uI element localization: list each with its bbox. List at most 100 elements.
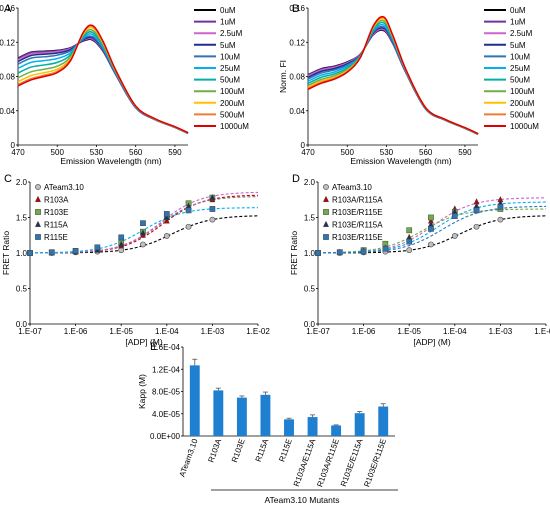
legend-label: R115A [44, 221, 69, 230]
x-tick-label: 1.E-05 [109, 327, 133, 336]
y-tick-label: 0.0E+00 [150, 432, 181, 441]
data-point [323, 234, 329, 240]
x-axis-label: Emission Wavelength (nm) [350, 156, 451, 166]
bar [331, 425, 342, 436]
data-point [497, 204, 504, 210]
data-point [323, 220, 329, 227]
data-point [473, 223, 480, 230]
series-line [307, 27, 479, 135]
data-point [163, 233, 170, 239]
y-tick-label: 1.5 [16, 214, 28, 223]
legend-label: 0uM [510, 6, 526, 15]
data-point [406, 227, 413, 234]
data-point [139, 229, 146, 236]
data-point [406, 247, 413, 254]
legend-label: 1000uM [510, 122, 539, 131]
x-tick-label: 530 [380, 148, 394, 157]
legend-label: 200uM [510, 99, 535, 108]
x-tick-label: 530 [90, 148, 104, 157]
x-tick-label: 1.E-07 [18, 327, 42, 336]
bar [236, 397, 247, 436]
legend-label: R103E/R115A [332, 221, 383, 230]
category-label: R103E/E115A [339, 437, 365, 488]
y-tick-label: 1.5 [304, 214, 316, 223]
fit-curve [317, 208, 547, 254]
data-point [163, 213, 170, 220]
data-point [428, 241, 434, 248]
bar [378, 406, 389, 436]
y-axis-label: FRET Ratio [289, 231, 299, 276]
data-point [209, 193, 216, 201]
x-axis-label: Emission Wavelength (nm) [60, 156, 161, 166]
panel-b: B 0 0.04 0.08 0.12 0.16 470 500 530 560 590 Emissio… [278, 3, 539, 166]
category-label: R103A [206, 437, 223, 464]
y-tick-label: 0.0 [16, 320, 28, 329]
x-tick-label: 590 [168, 148, 182, 157]
x-axis-label: [ADP] (M) [413, 337, 450, 347]
legend-label: 1000uM [220, 122, 249, 131]
x-tick-label: 590 [458, 148, 472, 157]
panel-label: C [4, 173, 12, 185]
legend-label: 0uM [220, 6, 236, 15]
data-point [94, 244, 101, 251]
legend-label: R115E [44, 233, 68, 242]
x-tick-label: 1.E-04 [155, 327, 179, 336]
panel-d: D 0.0 0.5 1.0 1.5 2.0 1.E-07 1.E-06 1.E-05 1.E-04… [289, 173, 550, 347]
y-tick-label: 0.08 [289, 73, 305, 82]
legend-label: R103E [44, 208, 68, 217]
bar [260, 394, 271, 436]
data-point [497, 216, 504, 223]
x-tick-label: 560 [129, 148, 143, 157]
y-axis-label: Kapp (M) [137, 374, 147, 409]
fit-curve [317, 205, 547, 254]
series-line [307, 15, 479, 135]
bar [189, 365, 200, 436]
series-line [307, 29, 479, 135]
legend-label: 10uM [510, 52, 530, 61]
y-tick-label: 1.0 [16, 249, 28, 258]
series-line [307, 28, 479, 135]
y-tick-label: 0.5 [304, 285, 316, 294]
data-point [140, 220, 146, 227]
legend-label: ATeam3.10 [44, 183, 84, 192]
x-tick-label: 1.E-06 [352, 327, 376, 336]
data-point [336, 249, 343, 256]
x-tick-label: 1.E-04 [443, 327, 467, 336]
y-tick-label: 0.04 [0, 107, 16, 116]
legend-label: 5uM [220, 41, 236, 50]
y-tick-label: 0.16 [0, 4, 16, 13]
y-tick-label: 0.04 [289, 107, 305, 116]
legend-label: 500uM [220, 110, 245, 119]
x-tick-label: 1.E-02 [246, 327, 270, 336]
data-point [315, 250, 321, 256]
data-point [163, 211, 170, 217]
x-tick-label: 500 [341, 148, 355, 157]
y-tick-label: 2.0 [16, 178, 28, 187]
x-tick-label: 1.E-06 [64, 327, 88, 336]
legend-label: R103E/R115E [332, 233, 383, 242]
legend-label: 5uM [510, 41, 526, 50]
bar [284, 419, 294, 436]
panel-label: A [4, 3, 12, 15]
y-tick-label: 8.0E-05 [152, 388, 181, 397]
category-label: R103A/E115A [292, 437, 318, 488]
bar [213, 390, 224, 436]
data-point [72, 248, 79, 254]
y-tick-label: 0.5 [16, 285, 28, 294]
data-point [118, 234, 125, 241]
y-tick-label: 2.0 [304, 178, 316, 187]
data-point [323, 209, 329, 215]
y-tick-label: 1.2E-04 [152, 365, 181, 374]
data-point [35, 184, 41, 190]
category-label: R103E [230, 438, 247, 464]
y-tick-label: 1.6E-04 [152, 343, 181, 352]
category-label: R115E [277, 438, 294, 464]
legend-label: 2.5uM [220, 29, 243, 38]
panel-label: B [292, 3, 299, 15]
x-tick-label: 1.E-05 [397, 327, 421, 336]
y-tick-label: 0 [11, 141, 16, 150]
data-point [473, 207, 480, 214]
y-tick-label: 0.12 [0, 38, 16, 47]
group-label: ATeam3.10 Mutants [265, 495, 340, 505]
legend-label: 10uM [220, 52, 240, 61]
